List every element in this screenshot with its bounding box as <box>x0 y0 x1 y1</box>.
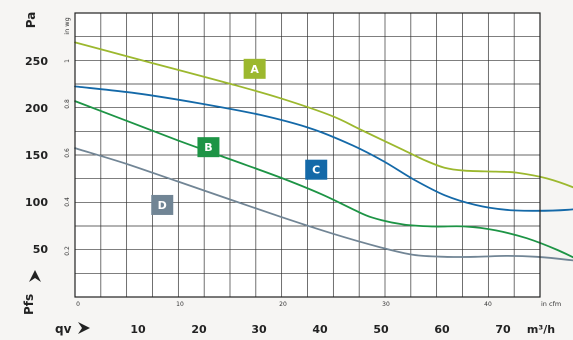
qv-arrow-icon <box>78 322 90 334</box>
y2-tick-label: 1 <box>64 59 71 63</box>
pfs-arrow-icon <box>29 270 41 282</box>
y-tick-label: 50 <box>33 243 49 256</box>
x-tick-label: 20 <box>191 323 207 336</box>
series-label-badge <box>243 58 266 79</box>
x-tick-label: 50 <box>373 323 389 336</box>
series-label-badge <box>151 194 174 215</box>
x-tick-label: 30 <box>251 323 267 336</box>
series-line-d <box>74 147 573 262</box>
series-line-c <box>74 85 573 212</box>
x2-tick-label: 0 <box>76 301 80 308</box>
x-tick-label: 70 <box>495 323 511 336</box>
y-tick-label: 200 <box>25 102 48 115</box>
y2-unit-label: in wg <box>63 17 71 34</box>
x2-tick-label: 10 <box>176 301 184 308</box>
series-label-badge <box>305 159 328 180</box>
x-axis-title: m³/h <box>527 323 555 336</box>
y-tick-label: 150 <box>25 149 48 162</box>
x-tick-label: 60 <box>434 323 450 336</box>
series-label-text: B <box>204 141 212 154</box>
x-tick-label: 40 <box>312 323 328 336</box>
x2-tick-label: 40 <box>484 301 492 308</box>
y-tick-label: 250 <box>25 55 48 68</box>
series-line-b <box>74 100 573 259</box>
x2-tick-label: 20 <box>279 301 287 308</box>
series-line-a <box>74 41 573 189</box>
series-labels: A B C D <box>151 58 328 215</box>
y2-tick-label: 0.6 <box>64 148 71 158</box>
y2-tick-label: 0.8 <box>64 99 71 109</box>
plot-frame <box>74 12 541 298</box>
series-label-text: A <box>250 63 259 76</box>
y2-tick-label: 0.2 <box>64 246 71 256</box>
y2-tick-label: 0.4 <box>64 197 71 207</box>
qv-axis-label: qv <box>55 322 72 336</box>
x2-tick-label: 30 <box>382 301 390 308</box>
series-lines <box>74 41 573 262</box>
x2-unit-label: in cfm <box>541 300 561 308</box>
series-label-text: C <box>312 164 320 177</box>
series-label-badge <box>197 137 220 158</box>
pfs-axis-label: Pfs <box>22 294 36 315</box>
y-tick-label: 100 <box>25 196 48 209</box>
series-label-text: D <box>158 199 167 212</box>
x-tick-label: 10 <box>130 323 146 336</box>
y-axis-title: Pa <box>24 12 38 29</box>
